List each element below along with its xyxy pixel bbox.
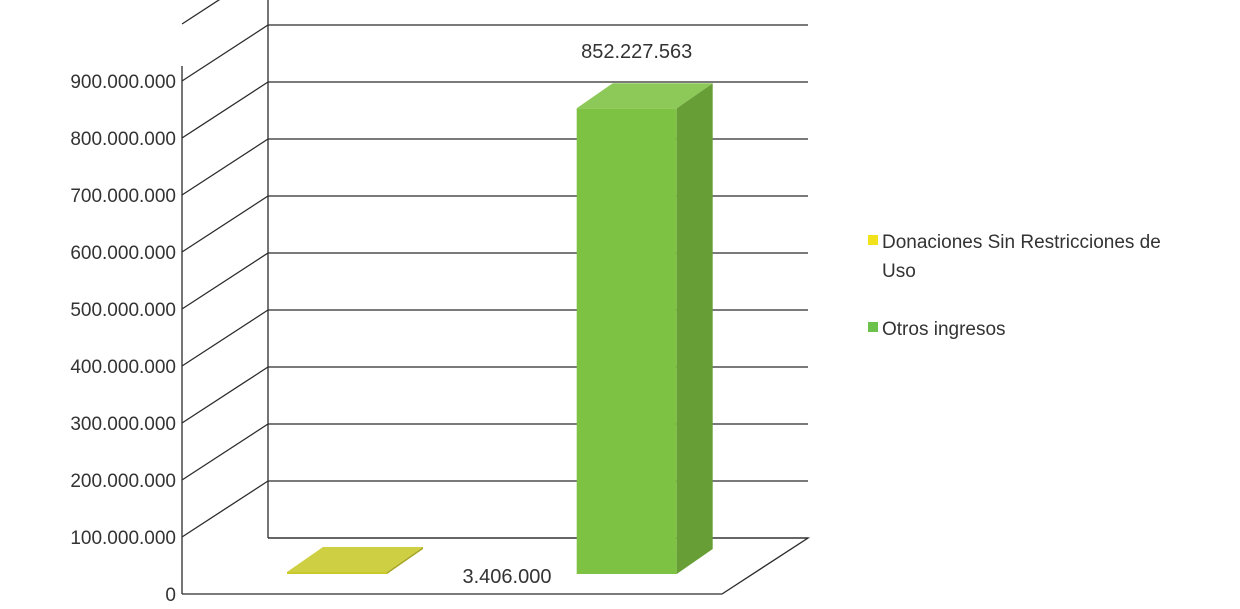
legend-entry-line: Donaciones Sin Restricciones de <box>882 232 1161 253</box>
bar-side-face <box>677 83 713 574</box>
chart-walls <box>182 0 808 594</box>
data-label: 852.227.563 <box>581 41 692 63</box>
side-wall-gridline <box>182 424 268 480</box>
bar-2 <box>577 83 713 574</box>
side-wall-gridline <box>182 310 268 366</box>
y-tick-label: 400.000.000 <box>70 357 176 378</box>
y-tick-label: 200.000.000 <box>70 471 176 492</box>
y-axis-tick-labels: 0 100.000.000 200.000.000 300.000.000 400.00… <box>70 72 176 606</box>
legend-swatch <box>868 322 878 332</box>
side-wall-gridline <box>182 0 268 24</box>
bar-front-face <box>287 572 387 574</box>
y-tick-label: 100.000.000 <box>70 528 176 549</box>
bar-front-face <box>577 108 677 574</box>
side-wall-gridline <box>182 139 268 195</box>
y-tick-label: 600.000.000 <box>70 243 176 264</box>
y-tick-label: 300.000.000 <box>70 414 176 435</box>
side-wall-gridline <box>182 82 268 138</box>
y-tick-label: 800.000.000 <box>70 129 176 150</box>
y-tick-label: 0 <box>165 585 176 606</box>
y-tick-label: 500.000.000 <box>70 300 176 321</box>
side-wall-gridline <box>182 196 268 252</box>
data-label: 3.406.000 <box>463 566 552 588</box>
legend-swatch <box>868 235 878 245</box>
legend-entry-label: Donaciones Sin Restricciones de Uso <box>882 232 1161 282</box>
side-wall-gridline <box>182 25 268 81</box>
bars <box>287 83 713 574</box>
y-tick-label: 700.000.000 <box>70 186 176 207</box>
legend-entry-line: Uso <box>882 261 916 282</box>
bar-1 <box>287 547 423 574</box>
bar-top-face <box>287 547 423 572</box>
side-wall-gridline <box>182 481 268 537</box>
side-wall-gridline <box>182 253 268 309</box>
legend-entry-line: Otros ingresos <box>882 319 1006 340</box>
side-wall-gridline <box>182 367 268 423</box>
y-tick-label: 900.000.000 <box>70 72 176 93</box>
legend: Donaciones Sin Restricciones de Uso Otros … <box>868 232 1161 340</box>
legend-entry-label: Otros ingresos <box>882 319 1006 340</box>
